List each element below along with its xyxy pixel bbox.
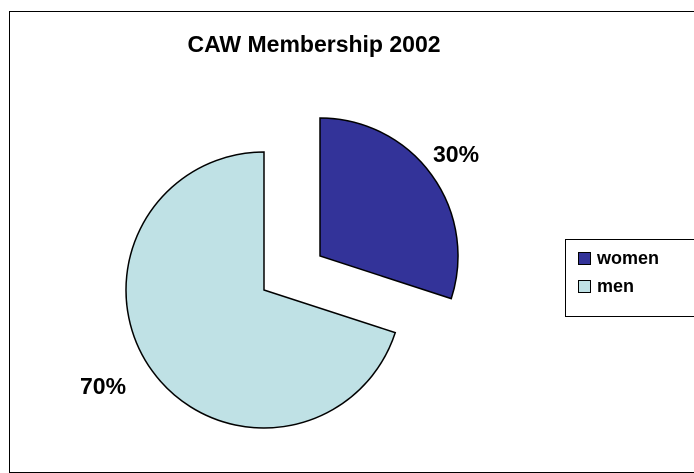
slice-label-men: 70% [80,373,127,399]
legend-item-men: men [578,276,634,297]
legend-swatch-men [578,280,591,293]
legend-swatch-women [578,252,591,265]
legend-label-men: men [597,276,635,296]
slice-label-women: 30% [433,141,480,167]
pie-slice-men [125,151,397,429]
legend-label-women: women [597,248,660,268]
legend: women men [565,239,694,317]
legend-item-women: women [578,248,659,269]
pie-slice-women [319,117,459,300]
chart-title: CAW Membership 2002 [187,31,441,57]
